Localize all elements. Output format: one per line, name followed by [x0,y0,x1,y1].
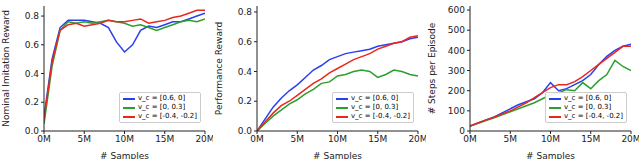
svg-text:0.0: 0.0 [25,126,40,136]
html-text:v_c = [0, 0.3]: v_c = [0, 0.3] [138,103,186,111]
svg-text:100: 100 [448,106,465,116]
html-text:v_c = [-0.4, -0.2]: v_c = [-0.4, -0.2] [351,112,410,120]
svg-text:0.8: 0.8 [25,11,40,21]
svg-text:# Samples: # Samples [313,151,362,159]
svg-text:5M: 5M [291,134,305,144]
svg-text:5M: 5M [78,134,92,144]
svg-text:10M: 10M [115,134,134,144]
svg-text:15M: 15M [581,134,600,144]
html-text:v_c = [-0.4, -0.2]: v_c = [-0.4, -0.2] [564,112,623,120]
svg-text:Nominal Imitation Reward: Nominal Imitation Reward [8,10,11,127]
svg-text:15M: 15M [368,134,387,144]
svg-text:0M: 0M [463,134,477,144]
svg-text:0.2: 0.2 [25,97,39,107]
svg-text:20M: 20M [195,134,213,144]
svg-text:0.6: 0.6 [25,40,40,50]
svg-text:Performance Reward: Performance Reward [214,22,224,115]
svg-text:0: 0 [459,126,465,136]
svg-text:# Samples: # Samples [526,151,575,159]
svg-text:# Samples: # Samples [100,151,149,159]
svg-text:0.4: 0.4 [25,69,40,79]
svg-text:20M: 20M [621,134,632,144]
svg-text:0M: 0M [250,134,264,144]
html-text:v_c = [0.6, 0]: v_c = [0.6, 0] [564,94,612,102]
svg-text:200: 200 [448,86,465,96]
svg-text:10M: 10M [328,134,347,144]
html-text:v_c = [0.6, 0]: v_c = [0.6, 0] [351,94,399,102]
html-text:v_c = [0, 0.3]: v_c = [0, 0.3] [351,103,399,111]
svg-text:20M: 20M [408,134,426,144]
html-text:v_c = [-0.4, -0.2]: v_c = [-0.4, -0.2] [138,112,197,120]
svg-text:0.0: 0.0 [238,126,253,136]
svg-text:15M: 15M [155,134,174,144]
svg-text:0.2: 0.2 [238,96,252,106]
svg-text:300: 300 [448,66,465,76]
svg-text:0.8: 0.8 [238,7,253,17]
svg-text:10M: 10M [541,134,560,144]
svg-text:400: 400 [448,46,465,56]
svg-text:500: 500 [448,25,465,35]
html-text:v_c = [0, 0.3]: v_c = [0, 0.3] [564,103,612,111]
html-text:v_c = [0.6, 0]: v_c = [0.6, 0] [138,94,186,102]
svg-text:# Steps per Episode: # Steps per Episode [427,22,437,114]
svg-text:600: 600 [448,5,465,15]
svg-text:5M: 5M [504,134,518,144]
svg-text:0M: 0M [37,134,51,144]
svg-text:0.6: 0.6 [238,37,253,47]
svg-text:0.4: 0.4 [238,67,253,77]
